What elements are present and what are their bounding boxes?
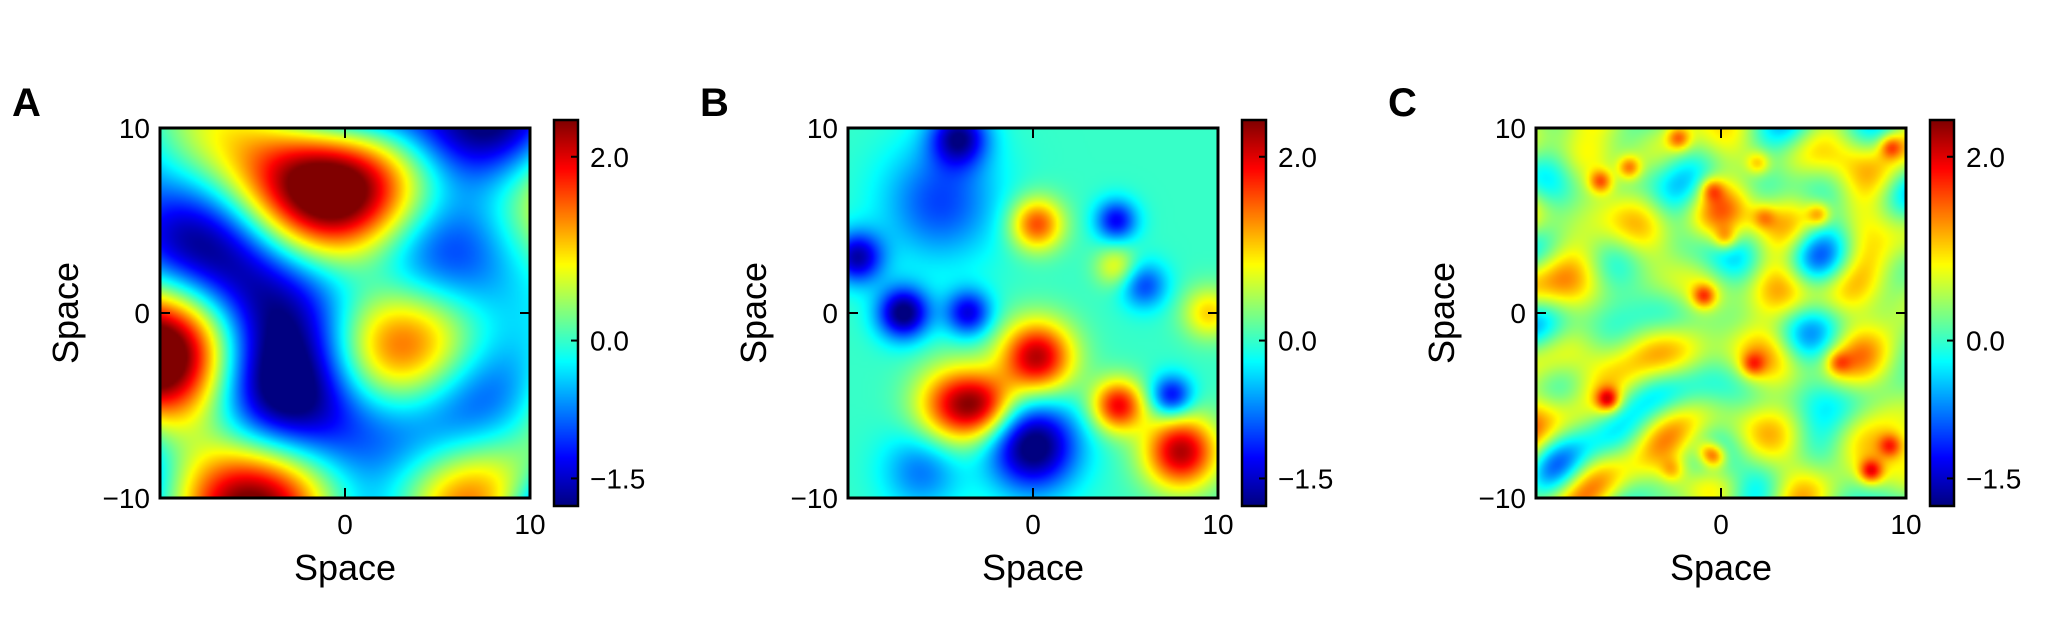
- y-axis-label: Space: [45, 262, 86, 364]
- colorbar-tick-label: 2.0: [590, 142, 629, 173]
- colorbar-tick-label: −1.5: [590, 463, 645, 494]
- y-tick-label: 10: [1495, 113, 1526, 144]
- colorbar-gradient: [554, 120, 578, 506]
- heatmap-image: [1536, 128, 1906, 498]
- panel-b: B 0 10 −10 0 10 Space Space −1.5 0.0 2.0: [700, 81, 1333, 588]
- y-tick-label: 0: [134, 298, 150, 329]
- panel-label: C: [1388, 81, 1417, 125]
- colorbar-tick-label: 0.0: [1966, 326, 2005, 357]
- y-tick-label: −10: [103, 483, 151, 514]
- colorbar-tick-label: −1.5: [1278, 463, 1333, 494]
- y-tick-label: 0: [822, 298, 838, 329]
- panels: A 0 10 −10 0 10 Space Space −1.5 0.0 2.0 B 0 10 −10 0 10…: [12, 81, 2021, 588]
- x-tick-label: 0: [1025, 509, 1041, 540]
- y-tick-label: −10: [791, 483, 839, 514]
- colorbar-tick-label: −1.5: [1966, 463, 2021, 494]
- x-axis-label: Space: [294, 547, 396, 588]
- panel-label: B: [700, 81, 729, 125]
- heatmap-image: [160, 128, 530, 498]
- x-tick-label: 0: [337, 509, 353, 540]
- y-tick-label: −10: [1479, 483, 1527, 514]
- y-tick-label: 10: [119, 113, 150, 144]
- x-tick-label: 10: [1202, 509, 1233, 540]
- x-tick-label: 10: [514, 509, 545, 540]
- x-axis-label: Space: [1670, 547, 1772, 588]
- x-tick-label: 10: [1890, 509, 1921, 540]
- colorbar-tick-label: 2.0: [1966, 142, 2005, 173]
- colorbar-tick-label: 0.0: [590, 326, 629, 357]
- colorbar-tick-label: 0.0: [1278, 326, 1317, 357]
- colorbar-gradient: [1242, 120, 1266, 506]
- panel-a: A 0 10 −10 0 10 Space Space −1.5 0.0 2.0: [12, 81, 645, 588]
- heatmap-image: [848, 128, 1218, 498]
- y-axis-label: Space: [733, 262, 774, 364]
- colorbar-gradient: [1930, 120, 1954, 506]
- panel-c: C 0 10 −10 0 10 Space Space −1.5 0.0 2.0: [1388, 81, 2021, 588]
- y-tick-label: 10: [807, 113, 838, 144]
- x-axis-label: Space: [982, 547, 1084, 588]
- y-axis-label: Space: [1421, 262, 1462, 364]
- y-tick-label: 0: [1510, 298, 1526, 329]
- colorbar-tick-label: 2.0: [1278, 142, 1317, 173]
- panel-label: A: [12, 81, 41, 125]
- colorbar-frame: [552, 118, 580, 508]
- colorbar-frame: [1928, 118, 1956, 508]
- x-tick-label: 0: [1713, 509, 1729, 540]
- colorbar-frame: [1240, 118, 1268, 508]
